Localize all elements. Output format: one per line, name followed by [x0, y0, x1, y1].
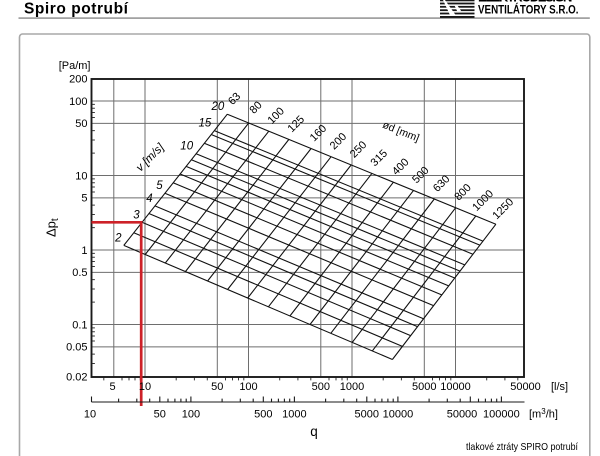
- svg-text:10: 10: [75, 170, 87, 182]
- svg-text:20: 20: [211, 101, 225, 113]
- svg-text:500: 500: [254, 409, 272, 421]
- svg-text:5000: 5000: [412, 381, 436, 393]
- svg-text:100000: 100000: [483, 409, 520, 421]
- svg-text:1000: 1000: [282, 409, 306, 421]
- svg-text:5: 5: [156, 180, 163, 192]
- svg-text:v [m/s]: v [m/s]: [134, 141, 167, 174]
- svg-text:50: 50: [211, 381, 223, 393]
- svg-text:[m3/h]: [m3/h]: [529, 407, 558, 421]
- svg-text:q: q: [310, 424, 318, 439]
- svg-text:80: 80: [248, 99, 265, 116]
- svg-text:100: 100: [69, 96, 87, 108]
- svg-text:Δpt: Δpt: [44, 218, 62, 237]
- svg-text:3: 3: [133, 209, 140, 221]
- svg-text:250: 250: [348, 139, 369, 160]
- svg-text:63: 63: [226, 91, 243, 108]
- svg-text:15: 15: [199, 118, 212, 130]
- svg-text:100: 100: [182, 409, 200, 421]
- svg-text:10: 10: [180, 141, 193, 153]
- svg-text:5: 5: [109, 381, 115, 393]
- svg-text:500: 500: [312, 381, 330, 393]
- svg-text:5000: 5000: [355, 409, 379, 421]
- svg-text:ELEKTRODESIGN: ELEKTRODESIGN: [478, 0, 573, 5]
- svg-text:0.1: 0.1: [72, 319, 87, 331]
- svg-text:50000: 50000: [510, 381, 541, 393]
- svg-text:10000: 10000: [440, 381, 471, 393]
- svg-text:1000: 1000: [470, 188, 496, 214]
- svg-text:50000: 50000: [447, 409, 478, 421]
- svg-text:160: 160: [308, 123, 329, 144]
- svg-text:1250: 1250: [490, 196, 516, 222]
- svg-text:1000: 1000: [340, 381, 364, 393]
- svg-text:10000: 10000: [383, 409, 414, 421]
- svg-text:5: 5: [81, 193, 87, 205]
- svg-text:50: 50: [75, 118, 87, 130]
- svg-text:200: 200: [328, 131, 349, 152]
- svg-text:315: 315: [369, 148, 390, 169]
- svg-text:0.05: 0.05: [66, 342, 87, 354]
- svg-text:ød [mm]: ød [mm]: [381, 119, 421, 145]
- svg-text:125: 125: [286, 114, 307, 135]
- svg-text:200: 200: [69, 73, 87, 85]
- svg-text:100: 100: [239, 381, 257, 393]
- svg-text:400: 400: [390, 156, 411, 177]
- svg-text:500: 500: [410, 165, 431, 186]
- svg-text:tlakové ztráty SPIRO potrubí: tlakové ztráty SPIRO potrubí: [466, 441, 578, 453]
- svg-text:1: 1: [81, 245, 87, 257]
- svg-text:630: 630: [431, 173, 452, 194]
- svg-text:[Pa/m]: [Pa/m]: [59, 60, 91, 72]
- svg-text:10: 10: [139, 381, 151, 393]
- svg-text:4: 4: [146, 193, 152, 205]
- svg-text:0.02: 0.02: [66, 371, 87, 383]
- svg-text:VENTILÁTORY S.R.O.: VENTILÁTORY S.R.O.: [478, 4, 579, 17]
- svg-text:[l/s]: [l/s]: [551, 381, 568, 393]
- svg-text:Spiro potrubí: Spiro potrubí: [24, 0, 129, 17]
- svg-text:10: 10: [84, 409, 96, 421]
- svg-text:50: 50: [154, 409, 166, 421]
- svg-text:0.5: 0.5: [72, 267, 87, 279]
- svg-text:2: 2: [114, 232, 122, 244]
